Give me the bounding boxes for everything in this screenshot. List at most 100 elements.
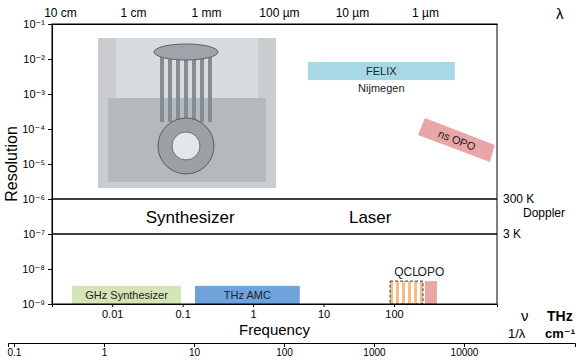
tick: 10⁻⁴ bbox=[22, 123, 52, 135]
tick: 0.1 bbox=[8, 343, 22, 358]
x2-axis: 10 cm 1 cm 1 mm 100 µm 10 µm 1 µm bbox=[44, 6, 497, 25]
annotation: Synthesizer bbox=[146, 208, 235, 227]
tick: 10⁻² bbox=[23, 53, 52, 65]
tick-label: 1000 bbox=[363, 347, 386, 358]
photo-rod bbox=[200, 52, 204, 122]
photo-rod bbox=[160, 52, 164, 122]
photo-rod bbox=[176, 52, 180, 122]
range-box bbox=[308, 62, 455, 80]
tick: 10000 bbox=[451, 343, 479, 358]
labels: FELIX Nijmegen ns OPO GHz Synthesizer THz AM… bbox=[85, 65, 565, 301]
tick-label: 0.1 bbox=[8, 347, 22, 358]
series-label: THz AMC bbox=[224, 289, 271, 301]
tick-mark bbox=[394, 304, 395, 307]
range-box bbox=[195, 286, 300, 304]
tick-label: 100 bbox=[385, 308, 403, 320]
x3-axis-symbol: 1/λ bbox=[508, 326, 526, 341]
x-axis-title: Frequency bbox=[239, 321, 310, 338]
x-axis-unit: THz bbox=[547, 308, 573, 324]
tick: 10 bbox=[189, 343, 201, 358]
tick: 100 bbox=[385, 304, 403, 320]
tick: 1 bbox=[102, 343, 108, 358]
x-axis-symbol: ν bbox=[521, 307, 529, 324]
tick: 10⁻³ bbox=[23, 88, 52, 100]
reference-label: 3 K bbox=[503, 227, 521, 241]
annotation: Laser bbox=[349, 208, 392, 227]
tick-label: 10 cm bbox=[44, 6, 77, 20]
tick-label: 1 cm bbox=[121, 6, 147, 20]
series-sublabel: Nijmegen bbox=[358, 82, 404, 94]
axis-line bbox=[48, 25, 53, 305]
axis-line bbox=[53, 24, 498, 25]
tick-mark bbox=[48, 164, 52, 165]
tick-label: 10 bbox=[189, 347, 201, 358]
tick-mark bbox=[48, 129, 52, 130]
photo-rod bbox=[184, 52, 188, 122]
series-label: ns OPO bbox=[436, 127, 477, 152]
series-label: FELIX bbox=[366, 65, 397, 77]
photo-rod bbox=[192, 52, 196, 122]
tick-label: 10⁻⁶ bbox=[22, 193, 45, 205]
series-label: GHz Synthesizer bbox=[85, 289, 168, 301]
tick-label: 10⁻⁸ bbox=[22, 263, 45, 275]
tick: 0.1 bbox=[175, 304, 190, 320]
tick: 1000 bbox=[363, 343, 386, 358]
tick: 1 µm bbox=[412, 6, 439, 24]
tick-label: 10⁻⁵ bbox=[22, 158, 45, 170]
tick-label: 10000 bbox=[451, 347, 479, 358]
tick: 1 mm bbox=[191, 6, 221, 24]
tick: 10 bbox=[318, 304, 330, 320]
tick-label: 100 µm bbox=[259, 6, 299, 20]
tick-mark bbox=[48, 24, 52, 25]
tick: 10⁻⁶ bbox=[22, 193, 52, 205]
tick-label: 1 mm bbox=[191, 6, 221, 20]
photo-flange bbox=[158, 118, 214, 174]
tick-mark bbox=[183, 304, 184, 307]
y-axis: 10⁻¹10⁻²10⁻³10⁻⁴10⁻⁵10⁻⁶10⁻⁷10⁻⁸10⁻⁹ bbox=[22, 18, 52, 310]
tick: 10⁻⁸ bbox=[22, 263, 52, 275]
tick-label: 10⁻⁹ bbox=[22, 298, 45, 310]
tick: 100 µm bbox=[259, 6, 299, 24]
series-label: OPO bbox=[418, 265, 445, 279]
tick: 10 µm bbox=[336, 6, 370, 24]
tick-mark bbox=[112, 304, 113, 307]
tick-mark bbox=[48, 199, 52, 200]
tick: 10⁻⁵ bbox=[22, 158, 52, 170]
tick-mark bbox=[48, 94, 52, 95]
axis-line bbox=[53, 305, 498, 308]
tick-mark bbox=[48, 59, 52, 60]
tick-label: 100 bbox=[276, 347, 293, 358]
x2-axis-title: λ bbox=[556, 5, 564, 22]
range-box bbox=[72, 286, 181, 304]
tick-mark bbox=[48, 234, 52, 235]
tick-label: 1 bbox=[251, 308, 257, 320]
series-label: QCL bbox=[394, 265, 419, 279]
tick-mark bbox=[48, 304, 52, 305]
marks bbox=[52, 62, 497, 304]
tick-label: 0.1 bbox=[175, 308, 190, 320]
photo-background bbox=[98, 38, 276, 188]
x3-axis: 0.1 1 10 100 1000 10000 bbox=[8, 343, 576, 358]
photo-inset bbox=[98, 38, 276, 188]
reference-line bbox=[52, 198, 497, 200]
reference-label: Doppler bbox=[523, 206, 565, 220]
chart-container: FELIX Nijmegen ns OPO GHz Synthesizer THz AM… bbox=[0, 0, 581, 362]
tick-label: 10 bbox=[318, 308, 330, 320]
range-box bbox=[390, 281, 423, 304]
tick-label: 1 bbox=[102, 347, 108, 358]
tick-label: 10⁻⁴ bbox=[22, 123, 45, 135]
tick-label: 10⁻¹ bbox=[23, 18, 45, 30]
range-polygon bbox=[418, 118, 495, 162]
tick-label: 10⁻³ bbox=[23, 88, 45, 100]
reference-label: 300 K bbox=[503, 192, 534, 206]
tick: 100 bbox=[276, 343, 293, 358]
plot-frame bbox=[52, 24, 497, 304]
tick: 1 bbox=[251, 304, 257, 320]
tick-label: 1 µm bbox=[412, 6, 439, 20]
range-box bbox=[425, 281, 437, 304]
reference-line bbox=[52, 233, 497, 235]
tick-label: 10 µm bbox=[336, 6, 370, 20]
photo-window bbox=[172, 132, 200, 160]
photo-flange bbox=[154, 44, 218, 60]
tick-mark bbox=[48, 269, 52, 270]
